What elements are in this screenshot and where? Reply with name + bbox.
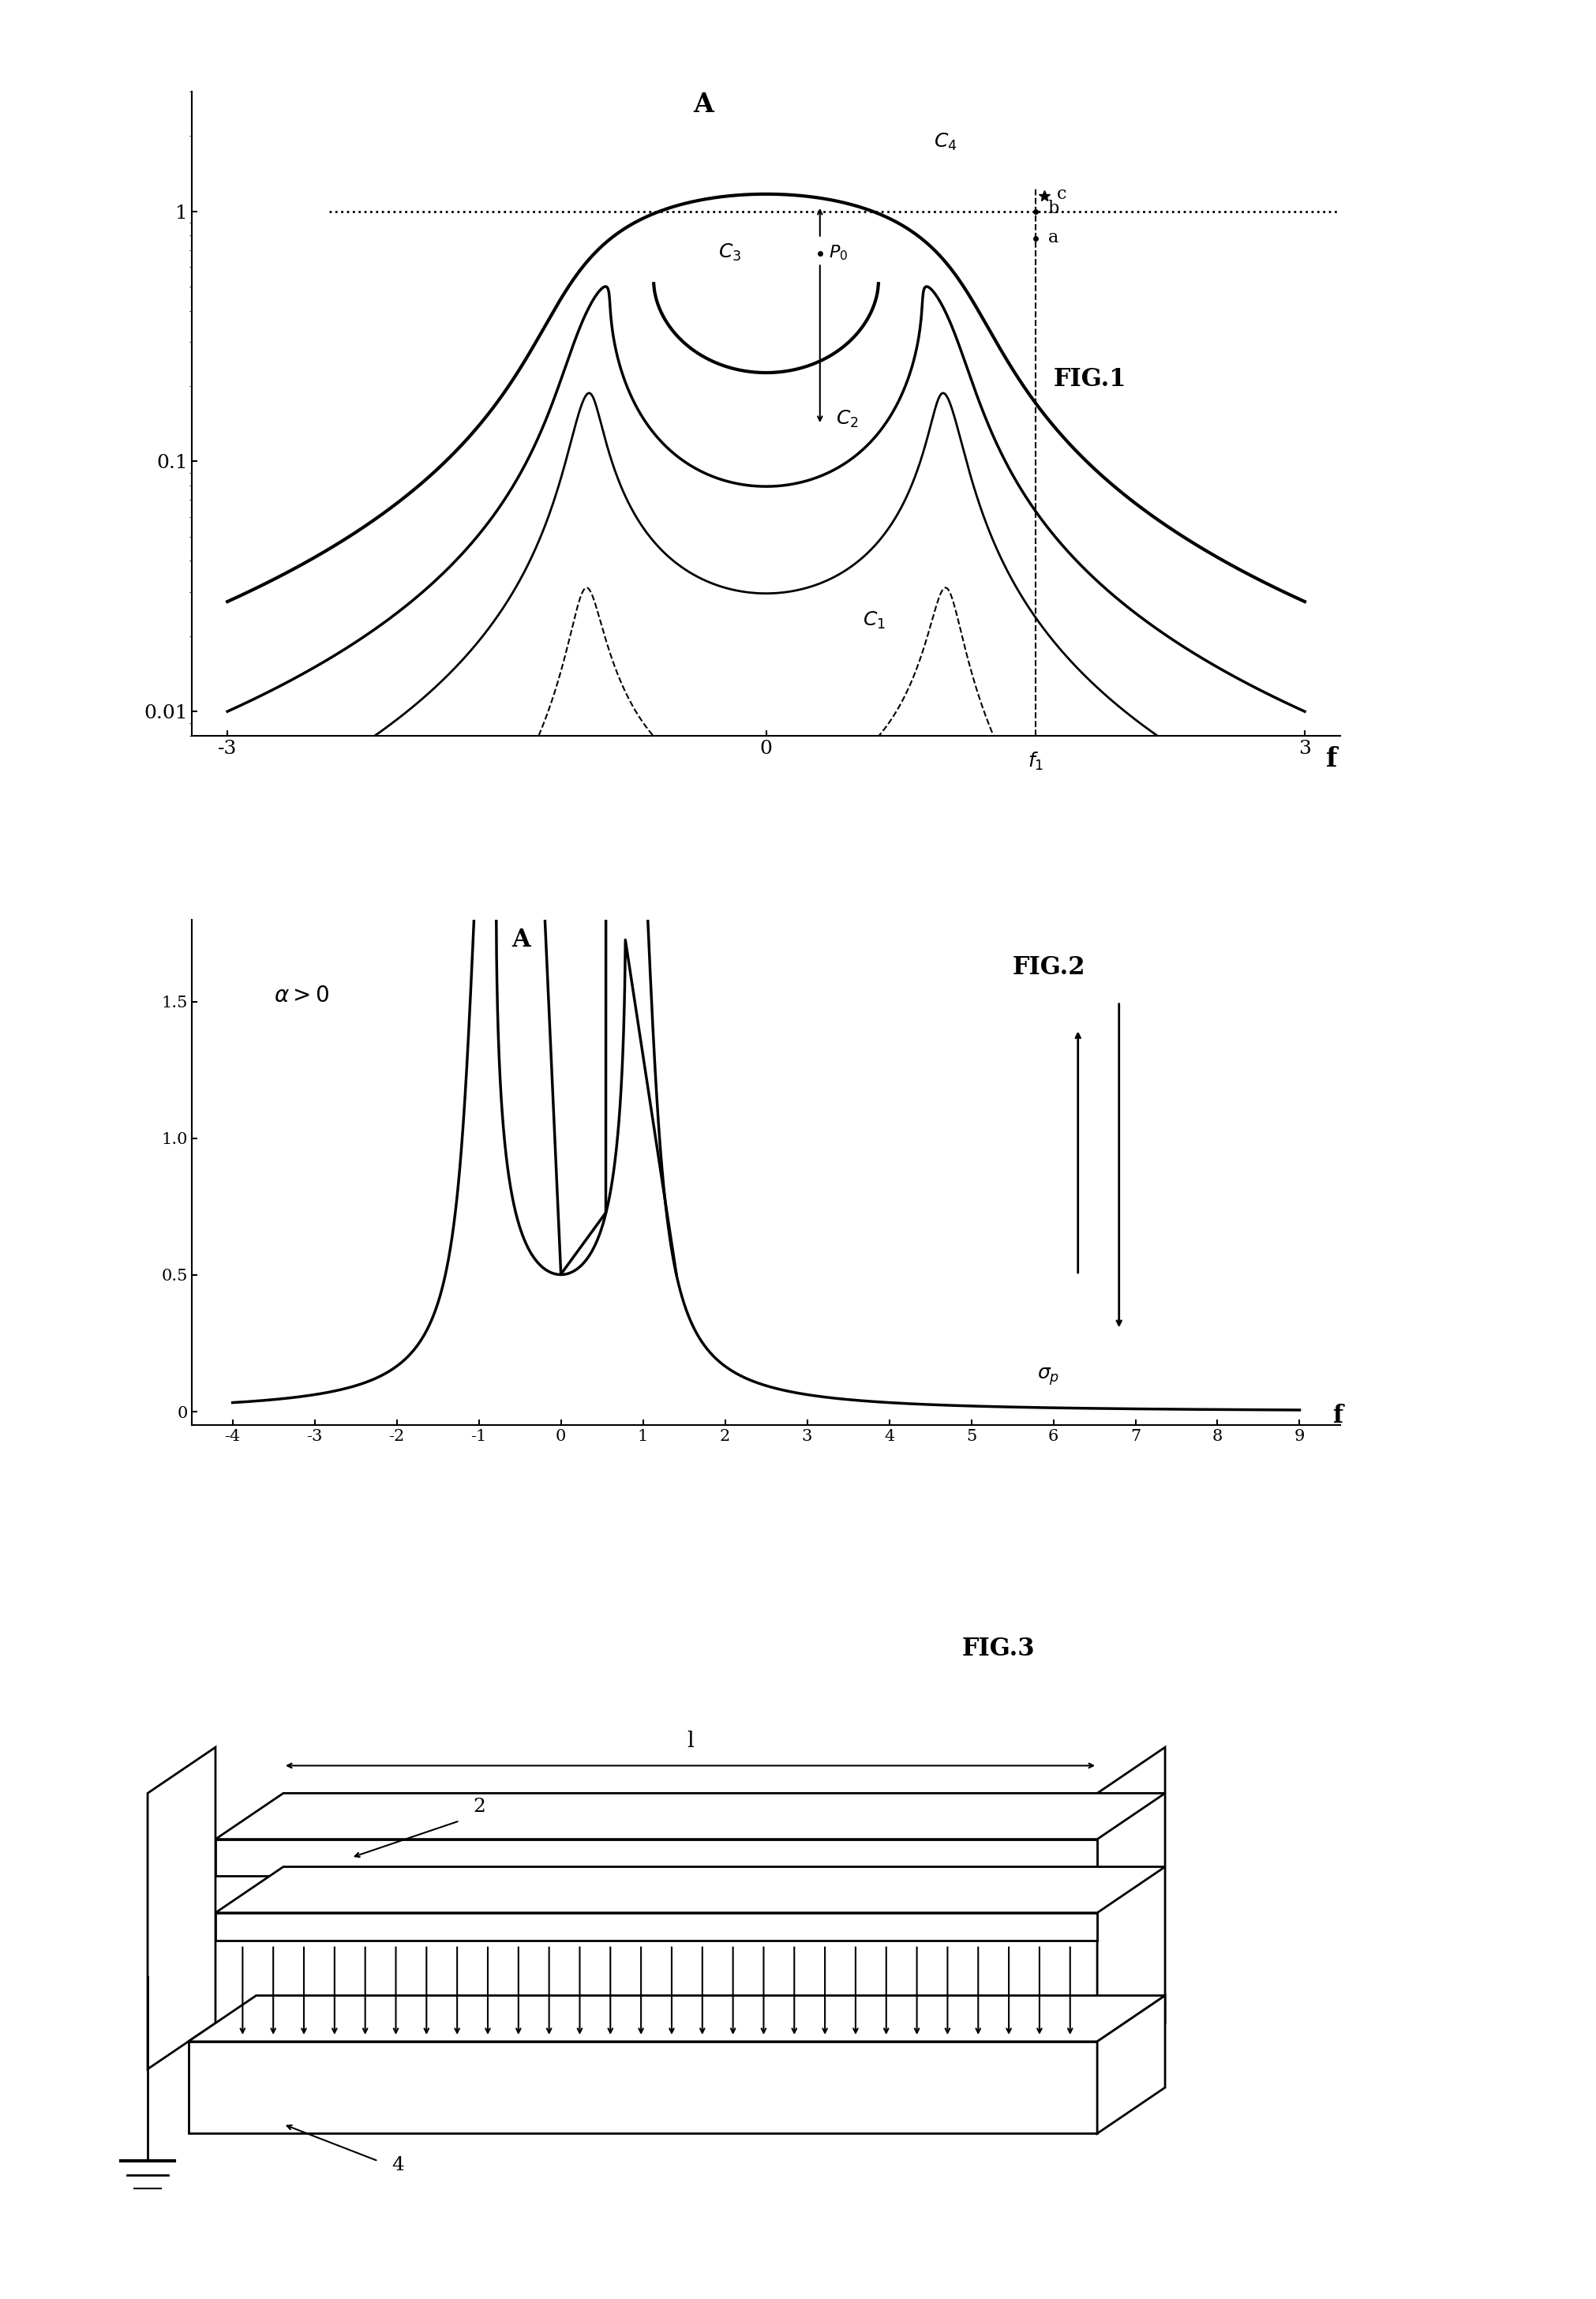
Text: FIG.2: FIG.2 — [1012, 956, 1085, 979]
Text: $C_2$: $C_2$ — [835, 409, 859, 430]
Text: FIG.3: FIG.3 — [961, 1637, 1034, 1660]
Text: f: f — [1333, 1405, 1342, 1428]
Polygon shape — [215, 1867, 1165, 1913]
Text: $P_0$: $P_0$ — [828, 244, 847, 262]
Polygon shape — [1098, 1747, 1165, 2069]
Text: A: A — [512, 929, 530, 952]
Text: $C_1$: $C_1$ — [862, 609, 886, 630]
Polygon shape — [1098, 1996, 1165, 2133]
Text: b: b — [1049, 200, 1060, 218]
Text: A: A — [693, 92, 713, 117]
Text: $f_1$: $f_1$ — [1028, 749, 1044, 772]
Text: f: f — [1326, 747, 1337, 772]
Text: l: l — [686, 1731, 694, 1752]
Polygon shape — [215, 1793, 1165, 1839]
Text: c: c — [1057, 186, 1066, 202]
Polygon shape — [215, 1839, 1098, 1876]
Text: 2: 2 — [472, 1798, 485, 1816]
Text: $C_3$: $C_3$ — [718, 241, 742, 262]
Polygon shape — [188, 2042, 1098, 2133]
Polygon shape — [148, 1747, 215, 2069]
Polygon shape — [215, 1913, 1098, 1940]
Text: FIG.1: FIG.1 — [1053, 368, 1127, 391]
Text: $C_4$: $C_4$ — [934, 131, 958, 152]
Text: $\alpha > 0$: $\alpha > 0$ — [273, 984, 329, 1007]
Polygon shape — [188, 1996, 1165, 2042]
Text: $\sigma_p$: $\sigma_p$ — [1037, 1366, 1060, 1386]
Text: a: a — [1049, 230, 1058, 246]
Text: 4: 4 — [393, 2156, 404, 2175]
